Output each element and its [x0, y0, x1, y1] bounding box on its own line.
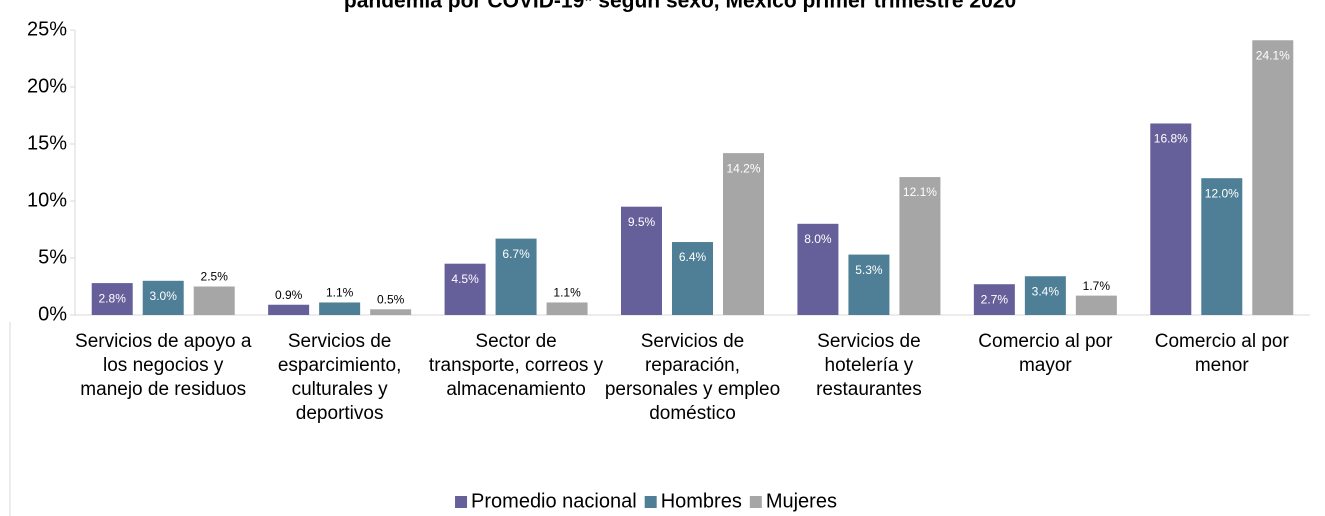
- x-tick-label: Servicios de apoyo a los negocios y mane…: [75, 331, 252, 400]
- bar: [899, 177, 941, 315]
- data-label: 2.8%: [99, 291, 127, 305]
- bar: [973, 284, 1015, 315]
- legend-label: Mujeres: [766, 490, 837, 512]
- data-label: 9.5%: [628, 215, 656, 229]
- y-tick-label: 5%: [38, 246, 67, 268]
- data-label: 0.9%: [275, 288, 303, 302]
- bar: [723, 153, 764, 315]
- bar: [672, 242, 713, 315]
- y-tick-label: 15%: [27, 132, 67, 154]
- data-label: 1.1%: [326, 286, 354, 300]
- bar: [1024, 276, 1066, 315]
- bar: [91, 283, 133, 315]
- legend-label: Hombres: [661, 490, 742, 512]
- data-label: 2.7%: [981, 292, 1009, 306]
- bar: [142, 280, 184, 315]
- legend-label: Promedio nacional: [471, 490, 637, 512]
- x-tick-label: Servicios de esparcimiento, culturales y…: [277, 331, 402, 424]
- bar: [370, 309, 412, 315]
- legend-swatch: [455, 496, 468, 508]
- data-label: 12.1%: [903, 185, 937, 199]
- x-tick-label: Comercio al por mayor: [978, 331, 1113, 376]
- y-tick-label: 20%: [27, 75, 67, 97]
- bar: [1150, 123, 1192, 315]
- bar: [319, 302, 361, 315]
- bar: [621, 206, 662, 315]
- data-label: 16.8%: [1154, 132, 1188, 146]
- x-tick-label: Sector de transporte, correos y almacena…: [428, 331, 604, 400]
- y-tick-label: 10%: [27, 189, 67, 211]
- bar: [1201, 178, 1243, 315]
- data-label: 6.4%: [679, 250, 707, 264]
- bar: [268, 304, 310, 315]
- data-label: 5.3%: [855, 263, 883, 277]
- data-label: 24.1%: [1256, 48, 1290, 62]
- data-label: 0.5%: [377, 292, 405, 306]
- bar: [444, 263, 486, 315]
- x-tick-label: Comercio al por menor: [1154, 331, 1289, 376]
- legend-swatch: [644, 496, 657, 508]
- legend-swatch: [749, 496, 762, 508]
- data-label: 1.7%: [1083, 279, 1111, 293]
- bar: [1075, 295, 1117, 315]
- y-tick-label: 0%: [38, 303, 67, 325]
- data-label: 12.0%: [1205, 186, 1239, 200]
- data-label: 14.2%: [726, 161, 760, 175]
- data-label: 4.5%: [451, 272, 479, 286]
- bar: [546, 302, 588, 315]
- data-label: 1.1%: [553, 286, 581, 300]
- bar: [193, 286, 235, 315]
- data-label: 2.5%: [201, 270, 229, 284]
- bar: [797, 223, 839, 315]
- data-label: 8.0%: [804, 232, 832, 246]
- x-tick-label: Servicios de reparación, personales y em…: [604, 331, 781, 424]
- bar: [495, 238, 537, 315]
- data-label: 6.7%: [502, 247, 530, 261]
- data-label: 3.4%: [1032, 284, 1060, 298]
- bar: [1252, 40, 1294, 315]
- bar: [848, 254, 890, 315]
- x-tick-label: Servicios de hotelería y restaurantes: [816, 331, 922, 400]
- chart-title: pandemia por COVID-19* según sexo, Méxic…: [344, 0, 1016, 13]
- data-label: 3.0%: [150, 289, 178, 303]
- y-tick-label: 25%: [27, 18, 67, 40]
